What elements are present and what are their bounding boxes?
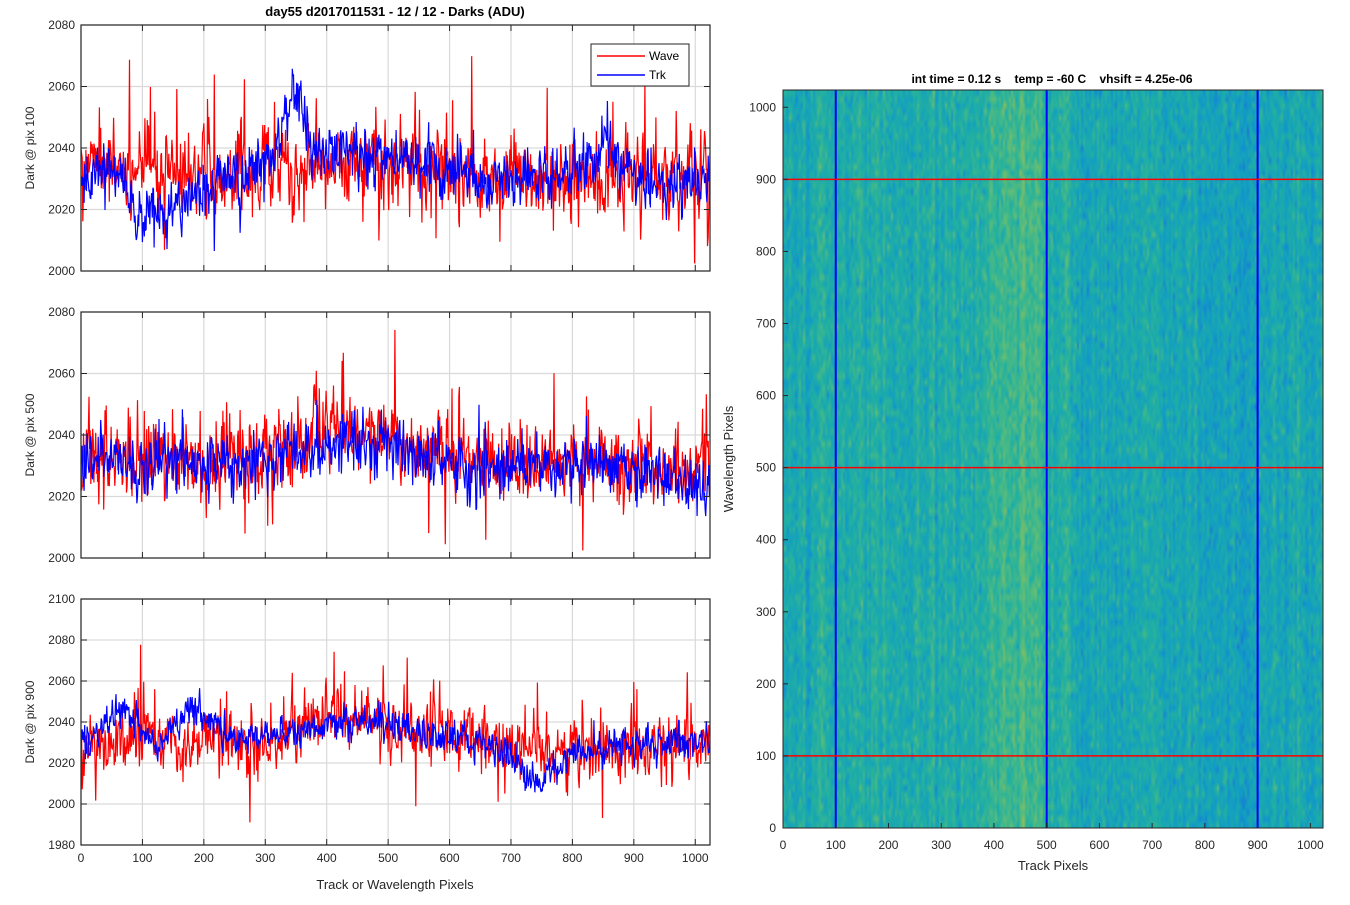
heatmap-panel: 0 100 200 300 400 500 600 700 800 900 1000 0 100 200 3… xyxy=(721,89,1324,873)
y-axis-label: Dark @ pix 900 xyxy=(23,680,37,763)
x-tick-label: 400 xyxy=(984,838,1004,852)
y-tick-label: 2020 xyxy=(48,756,75,770)
x-tick-label: 300 xyxy=(931,838,951,852)
y-tick-label: 2000 xyxy=(48,264,75,278)
series-line-trk-3 xyxy=(81,688,710,793)
x-tick-label: 300 xyxy=(255,851,275,865)
x-tick-label: 100 xyxy=(826,838,846,852)
y-tick-label: 200 xyxy=(756,677,776,691)
y-tick-label: 2100 xyxy=(48,592,75,606)
y-tick-label: 300 xyxy=(756,605,776,619)
legend-label-trk: Trk xyxy=(649,68,667,82)
y-tick-label: 2080 xyxy=(48,18,75,32)
heatmap-title: int time = 0.12 s temp = -60 C vhsift = … xyxy=(911,72,1192,86)
x-tick-label: 600 xyxy=(1089,838,1109,852)
y-tick-label: 2040 xyxy=(48,428,75,442)
y-tick-label: 2080 xyxy=(48,305,75,319)
y-tick-label: 900 xyxy=(756,172,776,186)
series-line-trk-1 xyxy=(81,68,710,252)
legend-label-wave: Wave xyxy=(649,49,680,63)
x-tick-label: 400 xyxy=(317,851,337,865)
y-tick-label: 1000 xyxy=(749,100,776,114)
y-tick-label: 2040 xyxy=(48,141,75,155)
series-line-wave-1 xyxy=(81,56,710,264)
heatmap-xlabel: Track Pixels xyxy=(1018,858,1089,873)
x-tick-label: 200 xyxy=(878,838,898,852)
x-tick-label: 1000 xyxy=(1297,838,1324,852)
y-tick-label: 2020 xyxy=(48,203,75,217)
x-tick-label: 600 xyxy=(440,851,460,865)
y-tick-label: 500 xyxy=(756,461,776,475)
y-tick-label: 700 xyxy=(756,317,776,331)
y-tick-label: 600 xyxy=(756,389,776,403)
y-tick-label: 800 xyxy=(756,244,776,258)
x-tick-label: 900 xyxy=(624,851,644,865)
y-tick-label: 2020 xyxy=(48,490,75,504)
line-xlabel: Track or Wavelength Pixels xyxy=(316,877,474,892)
y-tick-label: 2080 xyxy=(48,633,75,647)
y-axis-label: Dark @ pix 500 xyxy=(23,393,37,476)
x-tick-label: 0 xyxy=(78,851,85,865)
y-tick-label: 2000 xyxy=(48,551,75,565)
heatmap-axes-box xyxy=(782,89,1324,829)
series-line-trk-2 xyxy=(81,399,710,517)
line-panel-1: 2000 2020 2040 2060 2080 Dark @ pix 100 Wave Tr… xyxy=(23,18,711,278)
y-tick-label: 400 xyxy=(756,533,776,547)
heatmap-ylabel: Wavelength Pixels xyxy=(721,405,736,512)
figure-title: day55 d2017011531 - 12 / 12 - Darks (ADU… xyxy=(265,4,524,19)
y-tick-label: 2060 xyxy=(48,674,75,688)
y-tick-label: 2060 xyxy=(48,367,75,381)
y-tick-label: 2040 xyxy=(48,715,75,729)
y-tick-label: 2000 xyxy=(48,797,75,811)
x-tick-label: 800 xyxy=(562,851,582,865)
y-tick-label: 0 xyxy=(769,821,776,835)
x-tick-label: 200 xyxy=(194,851,214,865)
y-tick-label: 2060 xyxy=(48,80,75,94)
x-tick-label: 700 xyxy=(501,851,521,865)
line-panel-3: 0 100 200 300 400 500 600 700 800 900 1000 1980 2000… xyxy=(23,592,711,865)
x-tick-label: 0 xyxy=(780,838,787,852)
x-tick-label: 700 xyxy=(1142,838,1162,852)
y-axis-label: Dark @ pix 100 xyxy=(23,106,37,189)
y-tick-label: 100 xyxy=(756,749,776,763)
heatmap-image xyxy=(783,90,1323,828)
x-tick-label: 1000 xyxy=(682,851,709,865)
legend: Wave Trk xyxy=(590,43,690,87)
legend-box xyxy=(590,43,690,87)
x-tick-label: 800 xyxy=(1195,838,1215,852)
x-tick-label: 100 xyxy=(132,851,152,865)
x-tick-label: 500 xyxy=(1037,838,1057,852)
x-tick-label: 900 xyxy=(1248,838,1268,852)
x-tick-label: 500 xyxy=(378,851,398,865)
line-panel-2: 2000 2020 2040 2060 2080 Dark @ pix 500 xyxy=(23,305,711,565)
y-tick-label: 1980 xyxy=(48,838,75,852)
series-line-wave-2 xyxy=(81,329,710,551)
